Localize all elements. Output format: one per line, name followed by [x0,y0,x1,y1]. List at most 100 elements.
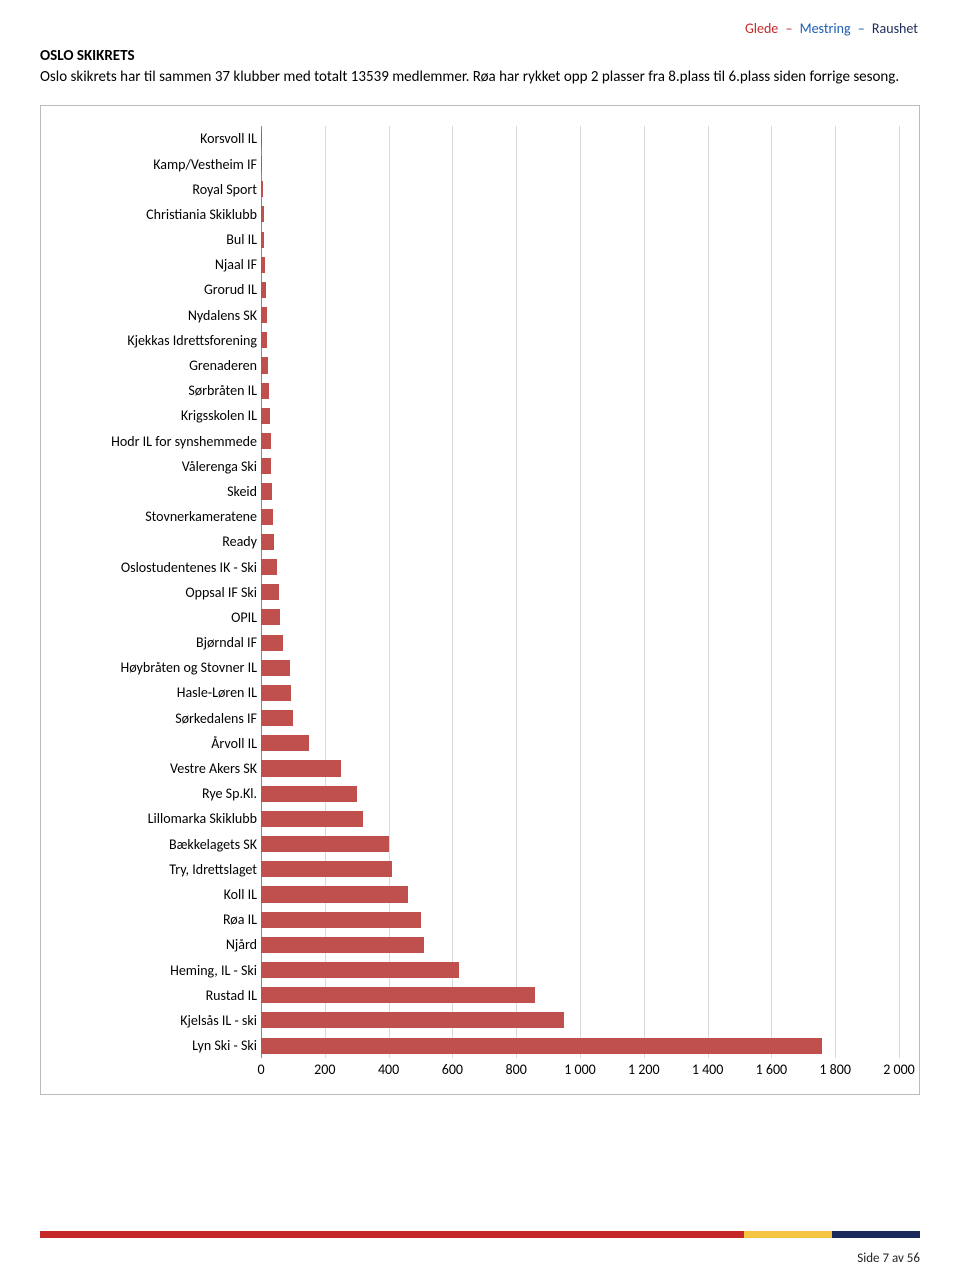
y-label: Njaal IF [61,252,261,277]
bars-container [261,126,899,1058]
bar-row [261,932,899,957]
bar-row [261,957,899,982]
bar-row [261,580,899,605]
bar-row [261,126,899,151]
y-label: Ready [61,529,261,554]
y-label: Grorud IL [61,277,261,302]
stripe-red [40,1231,744,1238]
y-label: Bækkelagets SK [61,832,261,857]
y-label: Røa IL [61,907,261,932]
x-tick: 200 [314,1061,335,1078]
x-axis: 02004006008001 0001 2001 4001 6001 8002 … [261,1058,899,1082]
bar [261,760,341,776]
y-label: Kjelsås IL - ski [61,1008,261,1033]
bar [261,559,277,575]
bar-row [261,680,899,705]
bar-row [261,177,899,202]
bar-row [261,781,899,806]
y-label: Sørbråten IL [61,378,261,403]
y-label: Njård [61,932,261,957]
x-tick: 800 [506,1061,527,1078]
page-footer: Side 7 av 56 [857,1251,920,1266]
bar-row [261,706,899,731]
bar [261,710,293,726]
y-axis-labels: Korsvoll ILKamp/Vestheim IFRoyal SportCh… [61,126,261,1082]
bar-chart: Korsvoll ILKamp/Vestheim IFRoyal SportCh… [61,126,899,1082]
bar-row [261,756,899,781]
bar-row [261,1008,899,1033]
bar [261,912,421,928]
y-label: Oppsal IF Ski [61,580,261,605]
y-label: Koll IL [61,882,261,907]
bar-row [261,630,899,655]
tagline-word: Glede [745,20,778,37]
bar-row [261,983,899,1008]
bar-row [261,731,899,756]
bar [261,458,271,474]
bar [261,1012,564,1028]
x-tick: 1 200 [628,1061,660,1078]
tagline-word: Raushet [872,20,918,37]
bar [261,282,266,298]
bar [261,836,389,852]
bar-row [261,454,899,479]
bar [261,609,280,625]
bar [261,257,265,273]
bar-row [261,328,899,353]
x-tick: 400 [378,1061,399,1078]
y-label: Royal Sport [61,177,261,202]
bar [261,937,424,953]
y-label: Bul IL [61,227,261,252]
y-label: OPIL [61,605,261,630]
y-label: Høybråten og Stovner IL [61,655,261,680]
y-label: Korsvoll IL [61,126,261,151]
bar [261,181,263,197]
bar [261,886,408,902]
bar-row [261,882,899,907]
tagline-sep: – [858,20,865,37]
y-label: Oslostudentenes IK - Ski [61,554,261,579]
y-label: Vestre Akers SK [61,756,261,781]
bar [261,660,290,676]
y-label: Stovnerkameratene [61,504,261,529]
y-label: Kjekkas Idrettsforening [61,328,261,353]
intro-paragraph: Oslo skikrets har til sammen 37 klubber … [40,67,920,87]
section-title: OSLO SKIKRETS [40,47,920,65]
bar-row [261,806,899,831]
bar [261,332,267,348]
bar [261,383,269,399]
bar-row [261,303,899,328]
header-tagline: Glede – Mestring – Raushet [40,20,920,37]
x-tick: 1 800 [819,1061,851,1078]
bar [261,408,270,424]
bar [261,307,267,323]
bar-row [261,202,899,227]
y-label: Rustad IL [61,983,261,1008]
bar-row [261,907,899,932]
bar [261,357,268,373]
chart-frame: Korsvoll ILKamp/Vestheim IFRoyal SportCh… [40,105,920,1095]
bar [261,584,279,600]
x-tick: 2 000 [883,1061,915,1078]
bar-row [261,403,899,428]
footer-stripe [40,1231,920,1238]
bar [261,509,273,525]
bar-row [261,832,899,857]
y-label: Try, Idrettslaget [61,857,261,882]
bar-row [261,1033,899,1058]
bar [261,206,264,222]
tagline-word: Mestring [800,20,851,37]
bar-row [261,529,899,554]
bar-row [261,252,899,277]
x-tick: 1 600 [756,1061,788,1078]
y-label: Hasle-Løren IL [61,680,261,705]
bar-row [261,504,899,529]
bar-row [261,857,899,882]
bar-row [261,479,899,504]
bar [261,156,262,172]
gridline [899,126,900,1058]
y-label: Rye Sp.Kl. [61,781,261,806]
bar-row [261,353,899,378]
y-label: Heming, IL - Ski [61,957,261,982]
bar-row [261,655,899,680]
